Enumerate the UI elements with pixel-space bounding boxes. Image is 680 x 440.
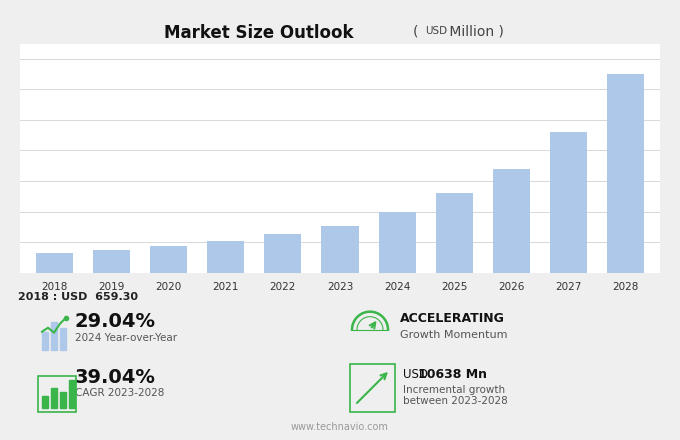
Text: 2024 Year-over-Year: 2024 Year-over-Year [75, 333, 177, 343]
Text: Million ): Million ) [445, 24, 505, 38]
Text: CAGR 2023-2028: CAGR 2023-2028 [75, 388, 165, 398]
Bar [69, 380, 75, 408]
Bar [93, 249, 131, 273]
Bar [42, 332, 48, 350]
Text: 39.04%: 39.04% [75, 368, 156, 387]
Bar [60, 328, 66, 350]
Bar [36, 253, 73, 273]
Text: USD: USD [403, 368, 432, 381]
Bar [322, 226, 358, 273]
Bar [150, 246, 187, 273]
Bar [493, 169, 530, 273]
FancyArrowPatch shape [357, 374, 386, 403]
Bar [51, 388, 57, 408]
Bar [265, 234, 301, 273]
Text: 10638 Mn: 10638 Mn [418, 368, 487, 381]
Text: USD: USD [425, 26, 447, 37]
Bar [60, 392, 66, 408]
Bar [51, 322, 57, 350]
Bar [350, 364, 395, 412]
Text: Incremental growth
between 2023-2028: Incremental growth between 2023-2028 [403, 385, 508, 407]
Text: Market Size Outlook: Market Size Outlook [164, 24, 353, 42]
Bar [379, 212, 415, 273]
Text: www.technavio.com: www.technavio.com [291, 422, 389, 432]
Bar [607, 74, 644, 273]
Text: (: ( [413, 24, 424, 38]
Text: 29.04%: 29.04% [75, 312, 156, 331]
Bar [549, 132, 587, 273]
Text: ACCELERATING: ACCELERATING [400, 312, 505, 325]
Bar [38, 376, 76, 412]
Bar [42, 396, 48, 408]
Bar [436, 193, 473, 273]
Text: Growth Momentum: Growth Momentum [400, 330, 507, 340]
Text: 2018 : USD  659.30: 2018 : USD 659.30 [18, 292, 138, 302]
Bar [207, 241, 244, 273]
